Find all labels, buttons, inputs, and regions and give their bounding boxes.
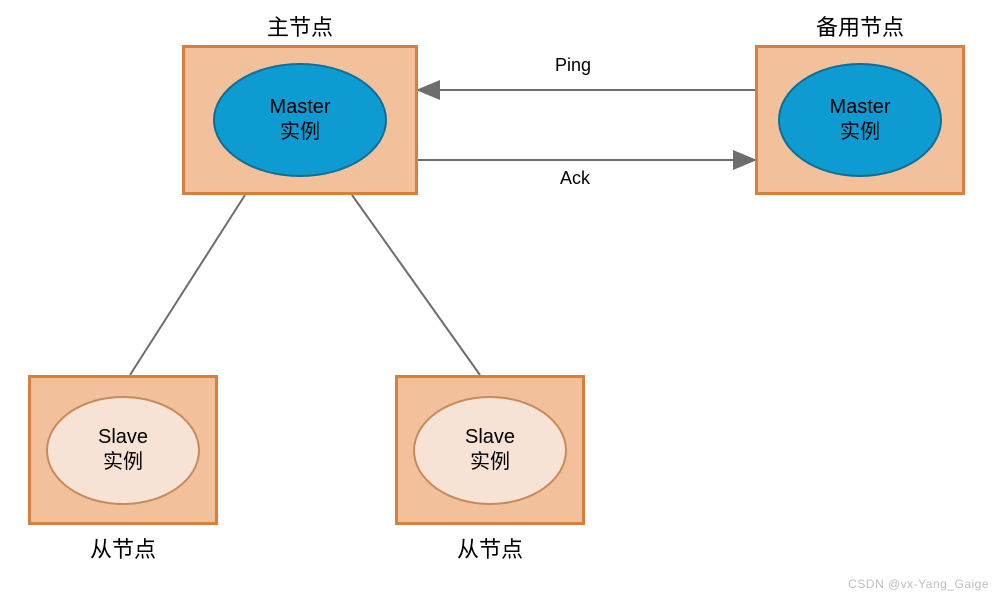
label-master-main: 主节点 — [182, 10, 418, 42]
node-slave-right: Slave 实例 — [395, 375, 585, 525]
label-slave-right: 从节点 — [395, 532, 585, 564]
node-master-main: Master 实例 — [182, 45, 418, 195]
ellipse-master-main: Master 实例 — [213, 63, 387, 177]
watermark-text: CSDN @vx-Yang_Gaige — [848, 577, 989, 591]
ellipse-master-backup: Master 实例 — [778, 63, 942, 177]
slave-right-text1: Slave — [465, 425, 515, 450]
node-slave-left: Slave 实例 — [28, 375, 218, 525]
master-backup-text2: 实例 — [840, 120, 880, 145]
label-slave-left: 从节点 — [28, 532, 218, 564]
ellipse-slave-right: Slave 实例 — [413, 396, 567, 505]
master-main-text2: 实例 — [280, 120, 320, 145]
node-master-backup: Master 实例 — [755, 45, 965, 195]
slave-right-text2: 实例 — [470, 450, 510, 475]
edge-main-slave-left — [130, 195, 245, 375]
master-backup-text1: Master — [829, 95, 890, 120]
ellipse-slave-left: Slave 实例 — [46, 396, 200, 505]
label-master-backup: 备用节点 — [755, 10, 965, 42]
slave-left-text2: 实例 — [103, 450, 143, 475]
slave-left-text1: Slave — [98, 425, 148, 450]
edge-label-ping: Ping — [555, 55, 591, 76]
edge-label-ack: Ack — [560, 168, 590, 189]
master-main-text1: Master — [269, 95, 330, 120]
edge-main-slave-right — [352, 195, 480, 375]
